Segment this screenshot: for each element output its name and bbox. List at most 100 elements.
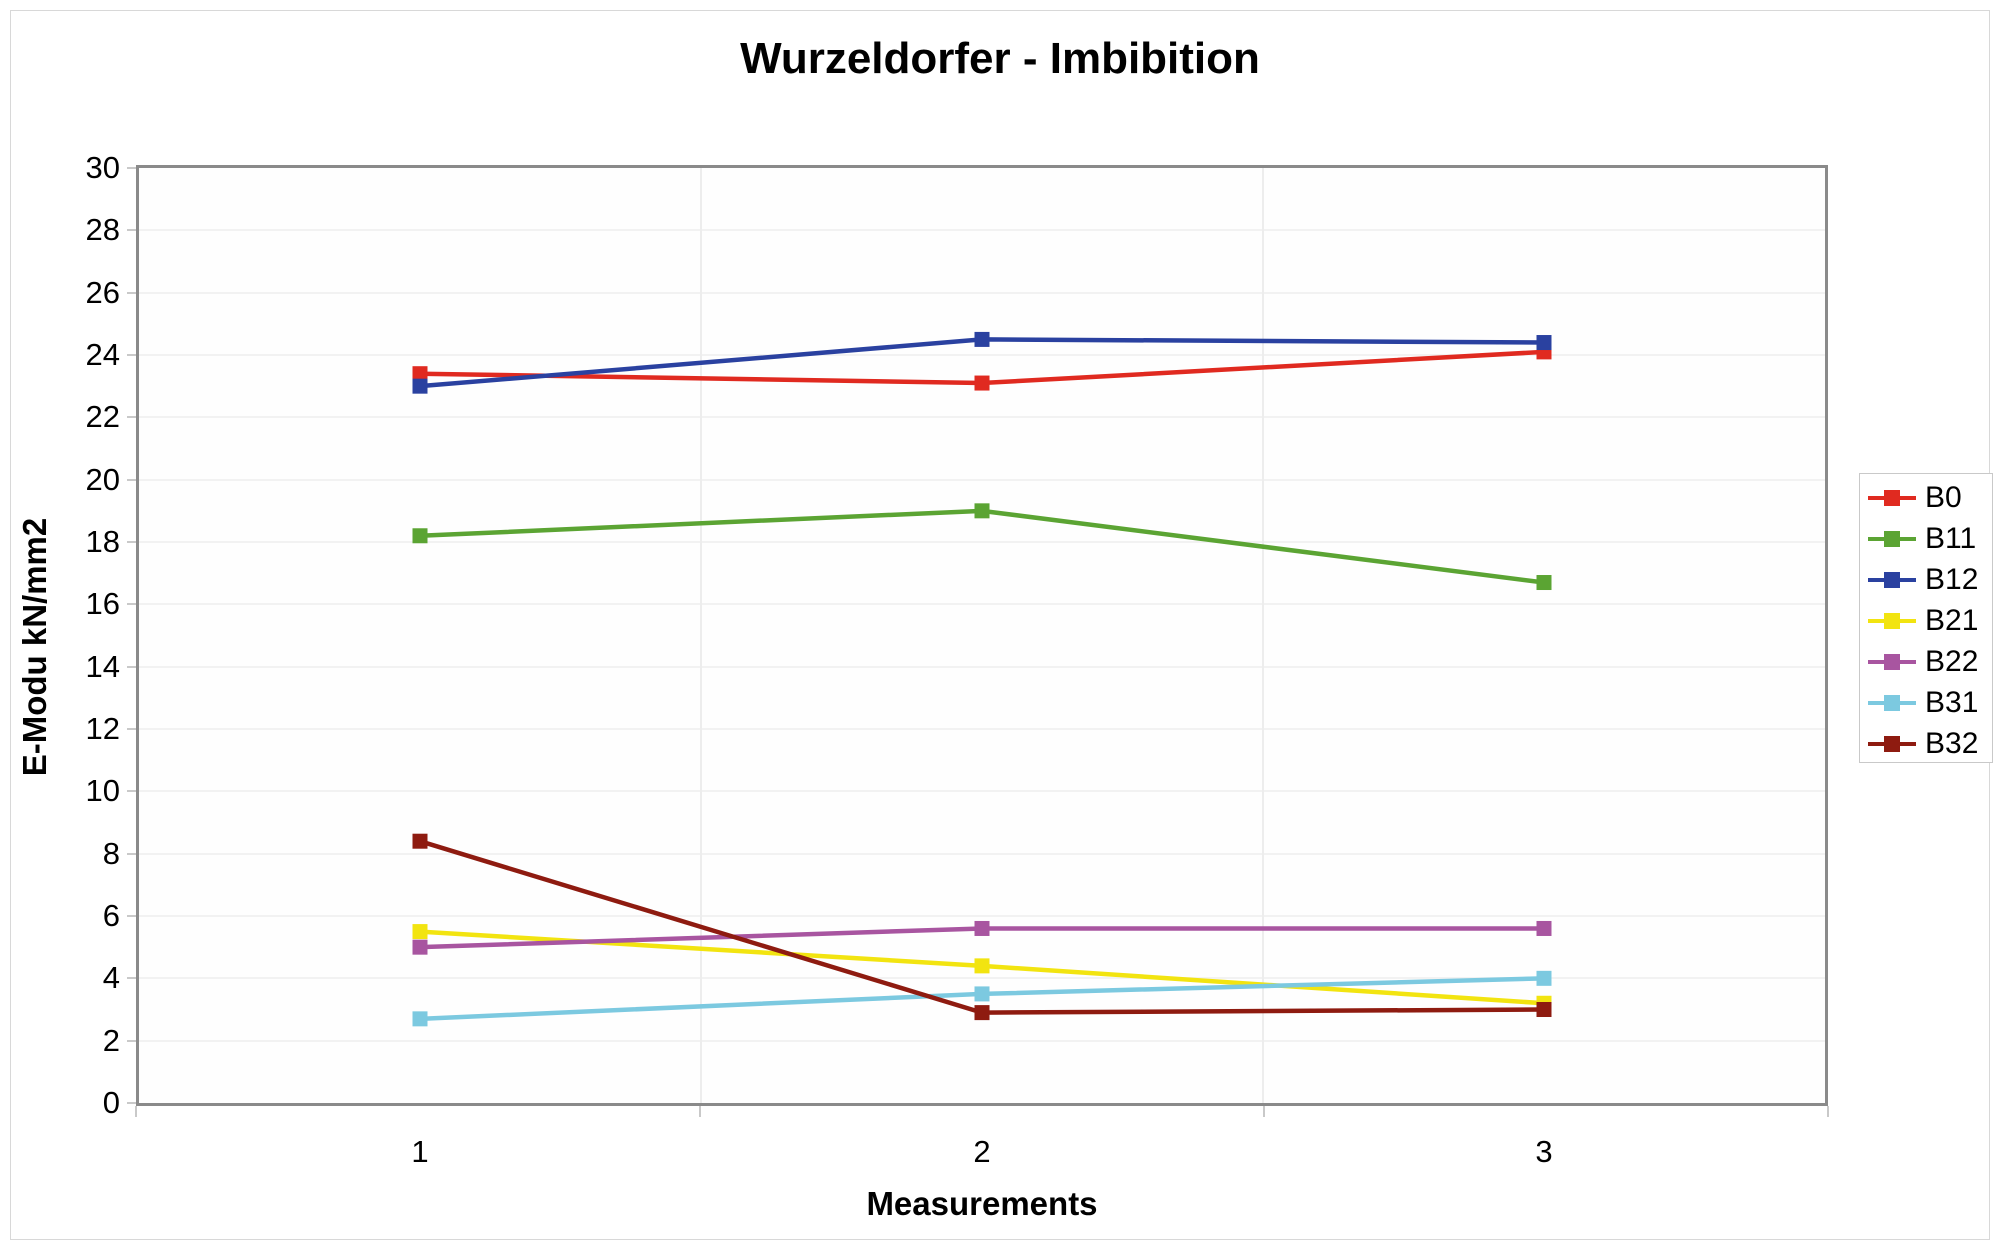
series-marker-B21-1 (412, 924, 428, 940)
legend-marker-icon-B31 (1868, 694, 1916, 711)
legend-label-B12: B12 (1925, 562, 1979, 596)
series-marker-B12-2 (974, 331, 990, 347)
y-tick-mark-24 (127, 354, 136, 356)
series-marker-B32-3 (1536, 1002, 1552, 1017)
legend-label-B31: B31 (1925, 685, 1979, 719)
legend-marker-icon-B11 (1868, 530, 1916, 547)
h-gridline-24 (139, 354, 1825, 356)
legend-label-B22: B22 (1925, 644, 1979, 678)
y-tick-mark-10 (127, 790, 136, 793)
h-gridline-12 (139, 728, 1825, 730)
x-tick-label-3: 3 (1535, 1134, 1553, 1169)
series-marker-B0-2 (974, 375, 990, 391)
legend-item-B12: B12 (1860, 559, 1992, 600)
legend-item-B22: B22 (1860, 641, 1992, 682)
h-gridline-16 (139, 603, 1825, 606)
y-tick-mark-28 (127, 229, 136, 232)
legend-item-B32: B32 (1860, 723, 1992, 764)
legend: B0 B11 B12 B21 B22 B31 B32 (1859, 473, 1993, 763)
series-marker-B32-1 (412, 833, 428, 849)
series-marker-B22-3 (1536, 920, 1552, 936)
legend-item-B11: B11 (1860, 518, 1992, 559)
series-marker-B31-1 (412, 1011, 428, 1027)
legend-marker-icon-B21 (1868, 612, 1916, 629)
h-gridline-2 (139, 1039, 1825, 1042)
series-marker-B22-1 (412, 939, 428, 955)
y-tick-label-2: 2 (102, 1022, 120, 1058)
y-tick-mark-12 (127, 728, 136, 730)
legend-marker-icon-B0 (1868, 489, 1916, 506)
legend-marker-icon-B32 (1868, 735, 1916, 752)
y-tick-mark-8 (127, 852, 136, 855)
y-tick-label-12: 12 (85, 711, 120, 746)
y-tick-label-30: 30 (85, 150, 120, 185)
h-gridline-10 (139, 790, 1825, 793)
legend-label-B32: B32 (1925, 726, 1979, 760)
h-gridline-14 (139, 665, 1825, 668)
x-tick-label-1: 1 (411, 1134, 429, 1169)
y-tick-label-4: 4 (102, 960, 120, 996)
y-tick-mark-16 (127, 603, 136, 606)
y-tick-mark-14 (127, 665, 136, 668)
x-tick-mark-3 (1827, 1106, 1829, 1117)
y-tick-mark-30 (127, 167, 136, 169)
legend-item-B0: B0 (1860, 477, 1992, 518)
legend-item-B31: B31 (1860, 682, 1992, 723)
series-marker-B11-1 (412, 528, 428, 544)
v-gridline-1 (700, 168, 702, 1103)
x-axis-title: Measurements (866, 1185, 1098, 1222)
series-marker-B31-2 (974, 986, 990, 1002)
legend-marker-icon-B22 (1868, 653, 1916, 670)
series-marker-B11-2 (974, 503, 990, 519)
h-gridline-4 (139, 977, 1825, 980)
y-tick-label-16: 16 (85, 586, 120, 622)
h-gridline-26 (139, 291, 1825, 294)
series-marker-B32-2 (974, 1005, 990, 1021)
legend-label-B21: B21 (1925, 603, 1979, 637)
legend-label-B11: B11 (1925, 521, 1977, 555)
y-tick-mark-0 (127, 1102, 136, 1104)
series-plot (412, 331, 1552, 1027)
y-tick-mark-20 (127, 478, 136, 481)
h-gridline-22 (139, 416, 1825, 419)
x-tick-mark-0 (135, 1106, 137, 1117)
y-tick-label-0: 0 (102, 1085, 120, 1120)
series-marker-B31-3 (1536, 970, 1552, 986)
h-gridline-8 (139, 852, 1825, 855)
x-tick-mark-2 (1263, 1106, 1265, 1117)
series-marker-B0-1 (412, 366, 428, 382)
h-gridline-6 (139, 915, 1825, 917)
series-line-B11 (419, 508, 1545, 585)
y-tick-label-24: 24 (85, 337, 120, 372)
series-marker-B11-3 (1536, 575, 1552, 591)
plot-area (136, 165, 1828, 1106)
h-gridline-20 (139, 478, 1825, 481)
chart-title: Wurzeldorfer - Imbibition (740, 34, 1260, 83)
v-gridline-2 (1262, 168, 1264, 1103)
h-gridline-18 (139, 541, 1825, 543)
y-tick-label-18: 18 (85, 524, 120, 559)
y-tick-label-22: 22 (85, 399, 120, 435)
y-tick-label-14: 14 (85, 648, 120, 684)
series-marker-B12-3 (1536, 335, 1552, 351)
legend-marker-icon-B12 (1868, 571, 1916, 588)
y-tick-label-26: 26 (85, 274, 120, 310)
y-tick-label-8: 8 (102, 835, 120, 871)
y-axis-title: E-Modu kN/mm2 (16, 517, 53, 777)
y-tick-label-20: 20 (85, 461, 120, 497)
x-tick-mark-1 (699, 1106, 701, 1117)
legend-item-B21: B21 (1860, 600, 1992, 641)
y-tick-label-28: 28 (85, 212, 120, 248)
y-tick-mark-22 (127, 416, 136, 419)
series-marker-B12-1 (412, 378, 428, 394)
h-gridline-28 (139, 229, 1825, 232)
x-tick-label-2: 2 (973, 1134, 991, 1169)
y-tick-mark-4 (127, 977, 136, 980)
legend-label-B0: B0 (1925, 480, 1962, 514)
y-tick-mark-18 (127, 541, 136, 543)
series-marker-B21-2 (974, 958, 990, 974)
y-tick-mark-2 (127, 1039, 136, 1042)
y-tick-mark-6 (127, 915, 136, 917)
y-tick-label-6: 6 (102, 898, 120, 933)
y-tick-label-10: 10 (85, 773, 120, 809)
